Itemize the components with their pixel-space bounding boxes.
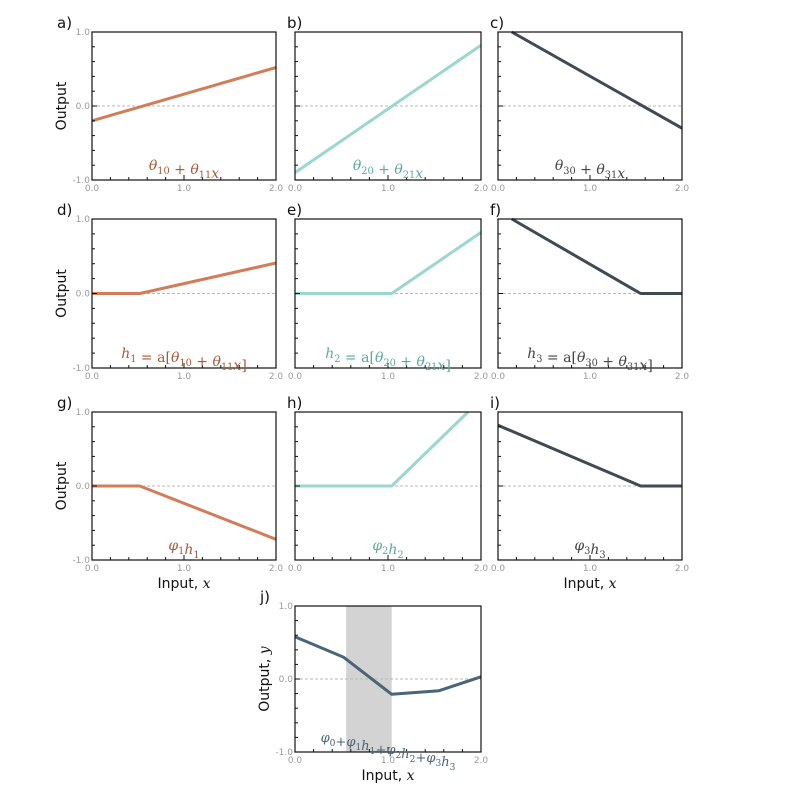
y-tick-label: -1.0 [72, 364, 90, 374]
formula-label: φ3h3 [574, 538, 605, 561]
panel-label: j) [259, 588, 270, 606]
series-line [295, 410, 470, 488]
x-tick-label: 2.0 [474, 372, 489, 382]
y-axis-title: Output [54, 81, 70, 130]
y-tick-label: 1.0 [76, 28, 91, 38]
x-tick-label: 0.0 [491, 184, 506, 194]
x-tick-label: 1.0 [583, 564, 598, 574]
panel-label: d) [57, 201, 72, 219]
x-tick-label: 2.0 [474, 564, 489, 574]
x-tick-label: 1.0 [177, 564, 192, 574]
x-tick-label: 2.0 [474, 756, 489, 766]
x-tick-label: 1.0 [381, 372, 396, 382]
shaded-region [346, 606, 392, 752]
x-tick-label: 2.0 [269, 564, 284, 574]
x-tick-label: 1.0 [381, 564, 396, 574]
x-axis-title: Input, x [563, 576, 616, 592]
x-tick-label: 2.0 [269, 184, 284, 194]
series-line [511, 217, 682, 295]
series-line [91, 66, 277, 123]
x-tick-label: 1.0 [381, 184, 396, 194]
y-tick-label: 1.0 [76, 408, 91, 418]
x-tick-label: 0.0 [85, 564, 100, 574]
formula-label: h2 = a[θ20 + θ21x] [325, 346, 451, 374]
panel-label: h) [287, 394, 302, 412]
series-line [511, 30, 683, 130]
x-tick-label: 0.0 [491, 564, 506, 574]
formula-label: θ30 + θ31x [555, 158, 625, 182]
x-tick-label: 2.0 [474, 184, 489, 194]
panel-label: a) [57, 14, 72, 32]
x-tick-label: 0.0 [491, 372, 506, 382]
series-line [497, 423, 682, 488]
x-tick-label: 0.0 [288, 756, 303, 766]
panel-label: i) [490, 394, 500, 412]
x-tick-label: 2.0 [675, 564, 690, 574]
y-tick-label: 1.0 [76, 215, 91, 225]
y-tick-label: -1.0 [72, 176, 90, 186]
formula-label: θ20 + θ21x [353, 158, 423, 182]
y-tick-label: 0.0 [76, 290, 91, 300]
x-tick-label: 1.0 [177, 184, 192, 194]
panel-label: f) [490, 201, 501, 219]
series-line [92, 484, 277, 541]
panel-b: 0.0 1.0 2.0 b) θ20 + θ21x [287, 14, 488, 194]
formula-label: φ1h1 [168, 538, 199, 561]
y-tick-label: 0.0 [279, 675, 294, 685]
x-tick-label: 0.0 [85, 184, 100, 194]
x-tick-label: 2.0 [675, 372, 690, 382]
x-tick-label: 0.0 [288, 564, 303, 574]
panel-h: 0.0 1.0 2.0 h) φ2h2 [287, 394, 488, 574]
x-tick-label: 1.0 [177, 372, 192, 382]
x-axis-title: Input, x [157, 576, 210, 592]
series-line [295, 231, 482, 295]
y-tick-label: -1.0 [72, 556, 90, 566]
x-axis-title: Input, x [361, 768, 414, 784]
x-tick-label: 2.0 [269, 372, 284, 382]
x-tick-label: 0.0 [85, 372, 100, 382]
series-line [294, 44, 482, 174]
y-axis-title: Output, y [257, 645, 273, 712]
x-tick-label: 0.0 [288, 184, 303, 194]
formula-label: h3 = a[θ30 + θ31x] [527, 346, 653, 374]
series-line [92, 261, 277, 295]
formula-label: φ2h2 [372, 538, 403, 561]
x-tick-label: 0.0 [288, 372, 303, 382]
y-tick-label: 0.0 [76, 482, 91, 492]
panel-f: 0.0 1.0 2.0 f) h3 = a[θ30 + θ31x] [490, 201, 689, 382]
panel-label: g) [57, 394, 72, 412]
x-tick-label: 2.0 [675, 184, 690, 194]
panel-label: e) [287, 201, 302, 219]
formula-label: h1 = a[θ10 + θ11x] [121, 346, 247, 374]
panel-c: 0.0 1.0 2.0 c) θ30 + θ31x [490, 14, 689, 194]
x-tick-label: 1.0 [381, 756, 396, 766]
y-tick-label: -1.0 [275, 748, 293, 758]
y-tick-label: 0.0 [76, 102, 91, 112]
y-axis-title: Output [54, 269, 70, 318]
y-axis-title: Output [54, 461, 70, 510]
panel-i: 0.0 1.0 2.0 i) Input, x φ3h3 [490, 394, 689, 592]
formula-label: φ0+φ1h1+φ2h2+φ3h3 [321, 731, 456, 773]
panel-label: b) [287, 14, 302, 32]
panel-label: c) [490, 14, 504, 32]
formula-label: θ10 + θ11x [149, 158, 219, 182]
x-tick-label: 1.0 [583, 184, 598, 194]
panel-e: 0.0 1.0 2.0 e) h2 = a[θ20 + θ21x] [287, 201, 488, 382]
y-tick-label: 1.0 [279, 602, 294, 612]
x-tick-label: 1.0 [583, 372, 598, 382]
